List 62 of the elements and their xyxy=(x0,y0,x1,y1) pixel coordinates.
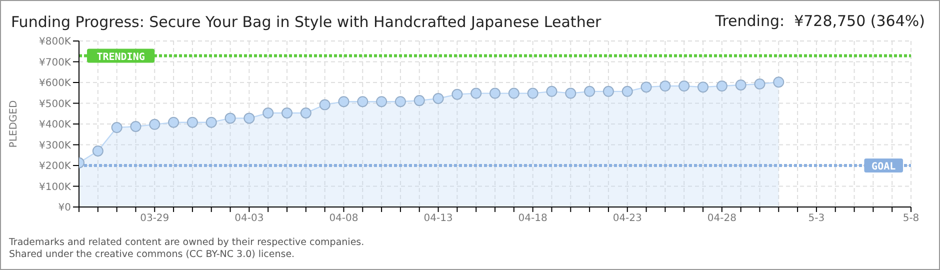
point xyxy=(565,88,576,99)
point xyxy=(262,108,274,119)
point xyxy=(300,108,312,119)
y-tick-label: ¥600K xyxy=(38,78,72,90)
point xyxy=(452,88,463,100)
point xyxy=(508,88,520,99)
point xyxy=(92,145,104,156)
x-tick-label: 04-23 xyxy=(612,213,642,224)
point xyxy=(735,79,746,90)
point xyxy=(640,82,652,93)
text: Shared under the creative commons (CC BY-NC 3.0) license. xyxy=(9,249,296,261)
point xyxy=(149,118,160,130)
point xyxy=(527,88,538,99)
point xyxy=(168,116,180,128)
x-tick-label: 04-18 xyxy=(518,213,548,224)
point xyxy=(111,122,122,134)
point xyxy=(716,80,728,92)
point xyxy=(186,116,198,128)
point xyxy=(130,120,142,132)
y-tick-label: ¥400K xyxy=(38,120,72,131)
point xyxy=(754,78,766,90)
point xyxy=(282,108,292,119)
point xyxy=(546,86,558,97)
point xyxy=(584,86,596,97)
point xyxy=(319,99,330,110)
point xyxy=(470,88,482,99)
point xyxy=(394,96,406,108)
point xyxy=(698,82,708,93)
text: Trademarks and related content are owned by their respective companies. xyxy=(9,237,364,249)
y-axis-title: PLEDGED xyxy=(8,100,20,148)
y-tick-label: ¥500K xyxy=(38,98,72,110)
point xyxy=(338,96,350,108)
x-tick-label: 03-29 xyxy=(140,213,170,224)
point xyxy=(490,88,500,99)
point xyxy=(622,86,633,97)
point xyxy=(224,112,236,124)
x-tick-label: 5-8 xyxy=(902,213,920,224)
point xyxy=(602,86,614,97)
chart-title: Funding Progress: Secure Your Bag in Style with Handcrafted Japanese Leather xyxy=(11,13,602,31)
point xyxy=(660,80,671,92)
y-tick-label: ¥300K xyxy=(38,140,72,152)
point xyxy=(357,96,368,108)
point xyxy=(206,116,217,128)
point xyxy=(432,92,444,104)
y-tick-label: ¥0 xyxy=(58,202,71,214)
ref-line-label: GOAL xyxy=(872,162,896,172)
point xyxy=(773,76,784,88)
y-tick-label: ¥100K xyxy=(38,182,72,193)
point xyxy=(414,95,425,106)
point xyxy=(678,80,690,92)
point xyxy=(244,112,255,124)
chart-subtitle: Trending: ¥728,750 (364%) xyxy=(715,12,925,30)
y-tick-label: ¥700K xyxy=(38,57,72,68)
y-tick-label: ¥200K xyxy=(38,161,72,172)
x-tick-label: 04-08 xyxy=(329,213,358,224)
x-tick-label: 04-28 xyxy=(707,213,736,224)
point xyxy=(376,96,388,108)
x-tick-label: 04-03 xyxy=(234,213,264,224)
ref-line-label: TRENDING xyxy=(96,52,145,63)
x-tick-label: 04-13 xyxy=(424,213,453,224)
x-tick-label: 5-3 xyxy=(808,213,825,224)
y-tick-label: ¥800K xyxy=(38,36,72,48)
